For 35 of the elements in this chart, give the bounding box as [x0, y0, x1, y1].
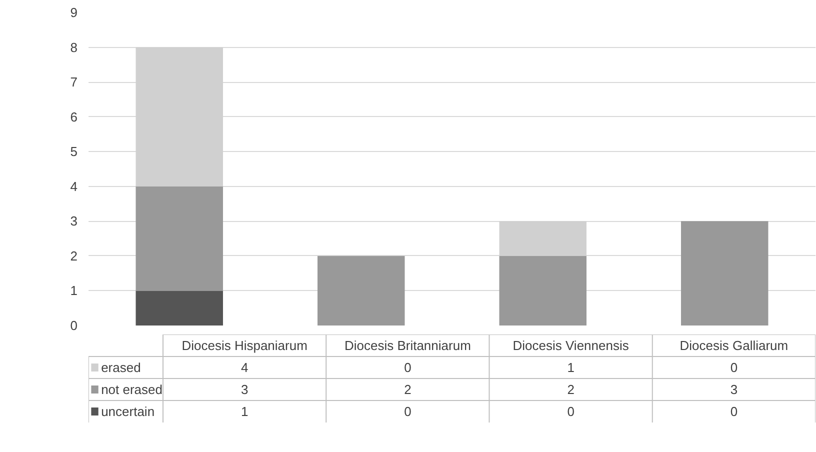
- data-label: 0: [404, 360, 412, 375]
- data-label: 1: [240, 404, 248, 419]
- data-label: 4: [240, 360, 248, 375]
- data-label: 3: [730, 382, 738, 397]
- y-tick-label: 0: [70, 318, 78, 333]
- bar: [136, 186, 223, 291]
- x-tick-label: Diocesis Galliarum: [680, 338, 788, 353]
- bar: [499, 256, 586, 326]
- data-label: 0: [730, 360, 738, 375]
- y-tick-label: 7: [70, 74, 78, 90]
- bar: [681, 221, 768, 326]
- data-label: 0: [730, 404, 738, 419]
- data-label: 2: [567, 382, 574, 397]
- data-label: 0: [567, 404, 574, 419]
- y-tick-label: 4: [70, 178, 78, 194]
- y-tick-label: 9: [70, 5, 78, 20]
- y-tick-label: 5: [70, 144, 78, 160]
- bar: [499, 221, 586, 256]
- bar: [318, 256, 405, 326]
- y-tick-label: 2: [70, 248, 78, 264]
- bar: [136, 290, 223, 326]
- legend-label: not erased: [101, 382, 163, 397]
- legend-label: uncertain: [101, 404, 155, 419]
- x-tick-label: Diocesis Hispaniarum: [182, 338, 308, 353]
- data-label: 3: [240, 382, 248, 397]
- y-tick-label: 6: [70, 109, 78, 124]
- y-tick-label: 8: [70, 40, 78, 55]
- y-tick-label: 3: [70, 214, 78, 229]
- x-tick-label: Diocesis Britanniarum: [344, 338, 471, 353]
- x-tick-label: Diocesis Viennensis: [512, 338, 630, 353]
- data-label: 1: [567, 360, 574, 375]
- data-label: 2: [404, 382, 412, 397]
- data-label: 0: [404, 404, 412, 419]
- legend-label: erased: [101, 360, 141, 375]
- y-tick-label: 1: [70, 283, 78, 298]
